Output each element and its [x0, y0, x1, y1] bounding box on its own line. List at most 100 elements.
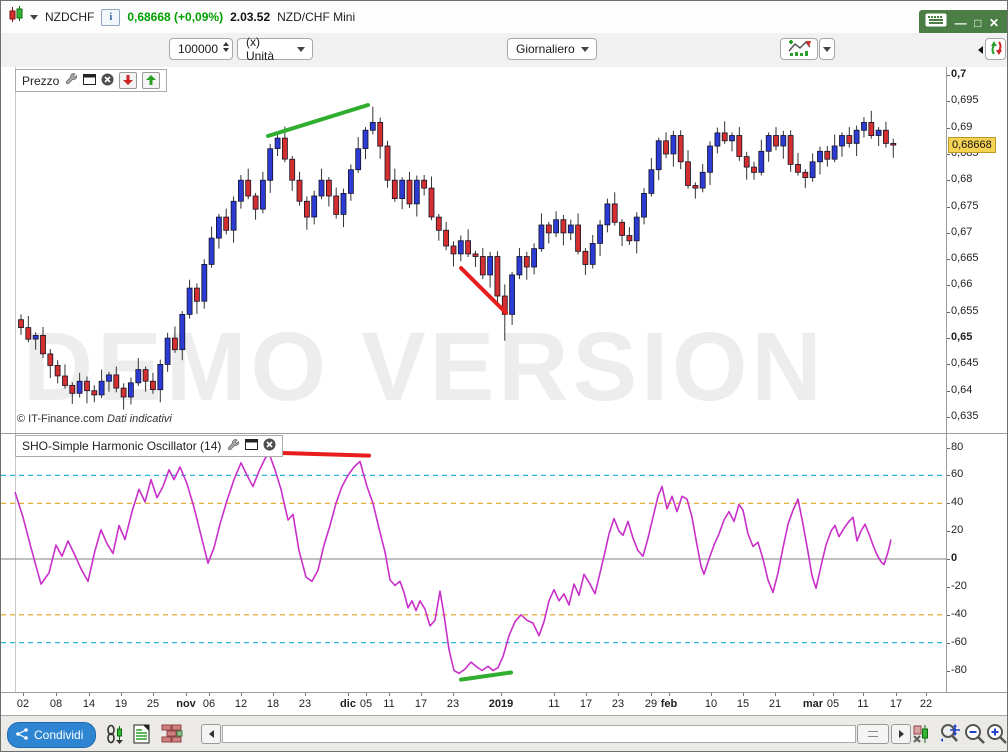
- copyright-note: © IT-Finance.com Dati indicativi: [17, 413, 172, 425]
- time-axis-label: feb: [660, 698, 678, 710]
- time-tick: [389, 693, 390, 696]
- time-tick: [813, 693, 814, 696]
- time-tick: [186, 693, 187, 696]
- price-axis-label: 0,66: [951, 278, 973, 290]
- time-tick: [348, 693, 349, 696]
- oscillator-axis-label: -80: [951, 664, 967, 676]
- time-tick: [896, 693, 897, 696]
- zoom-in-icon[interactable]: [985, 722, 1007, 746]
- price-tick: [946, 207, 950, 208]
- unit-select[interactable]: (x) Unità: [237, 35, 313, 63]
- keyboard-icon[interactable]: [925, 13, 947, 32]
- time-axis-label: 17: [579, 698, 593, 710]
- zoom-fit-icon[interactable]: [937, 722, 961, 746]
- time-axis-label: 22: [919, 698, 933, 710]
- chevron-down-icon: [823, 46, 831, 52]
- time-axis-label: 06: [202, 698, 216, 710]
- close-icon[interactable]: [263, 438, 276, 454]
- oscillator-axis-label: 20: [951, 524, 964, 536]
- oscillator-tick: [946, 448, 950, 449]
- oscillator-tick: [946, 587, 950, 588]
- oscillator-axis-label: 80: [951, 441, 964, 453]
- bricks-icon[interactable]: [161, 723, 183, 745]
- chart-area: DEMO VERSION Prezzo SHO-Simple Harmonic: [1, 67, 1007, 716]
- time-axis-label: 23: [298, 698, 312, 710]
- share-button[interactable]: Condividi: [7, 722, 97, 748]
- time-axis-label: 19: [114, 698, 128, 710]
- quantity-stepper[interactable]: [223, 42, 229, 52]
- time-tick: [209, 693, 210, 696]
- scroll-left-button[interactable]: [201, 724, 221, 744]
- minimize-icon[interactable]: —: [954, 15, 967, 30]
- current-price-tag: 0,68668: [948, 137, 996, 153]
- time-tick: [153, 693, 154, 696]
- timeframe-select[interactable]: Giornaliero: [507, 38, 597, 60]
- oscillator-tick: [946, 615, 950, 616]
- time-axis-label: 15: [736, 698, 750, 710]
- wrench-icon[interactable]: [226, 438, 240, 454]
- oscillator-axis-label: -60: [951, 636, 967, 648]
- price-tick: [946, 285, 950, 286]
- scrollbar-thumb[interactable]: [857, 724, 889, 744]
- price-axis-label: 0,645: [951, 357, 979, 369]
- zoom-out-icon[interactable]: [963, 722, 987, 746]
- demo-watermark: DEMO VERSION: [23, 312, 826, 421]
- arrow-left-icon: [208, 730, 214, 738]
- time-tick: [554, 693, 555, 696]
- scrollbar[interactable]: [201, 724, 911, 744]
- price-tick: [946, 391, 950, 392]
- time-tick: [586, 693, 587, 696]
- window-icon[interactable]: [245, 439, 259, 453]
- price-change: 0,68668 (+0,09%): [127, 10, 224, 24]
- oscillator-axis-label: 0: [951, 552, 958, 564]
- maximize-icon[interactable]: □: [974, 15, 982, 30]
- instrument-name: NZD/CHF Mini: [277, 10, 356, 24]
- time-axis-label: 02: [16, 698, 30, 710]
- collapse-panel-icon[interactable]: [978, 46, 983, 54]
- chart-style-button[interactable]: [780, 38, 818, 60]
- quantity-value: 100000: [177, 42, 218, 56]
- oscillator-tick: [946, 503, 950, 504]
- price-axis-label: 0,635: [951, 410, 979, 422]
- window-icon[interactable]: [83, 73, 97, 88]
- sell-arrow-icon[interactable]: [119, 72, 138, 89]
- symbol-dropdown-icon[interactable]: [30, 14, 38, 20]
- time-axis-label: 23: [611, 698, 625, 710]
- candlestick-symbol-icon: [9, 6, 23, 28]
- buy-arrow-icon[interactable]: [142, 72, 161, 89]
- time-axis-label: 05: [359, 698, 373, 710]
- wrench-chart-icon[interactable]: [909, 722, 933, 746]
- refresh-data-button[interactable]: [985, 38, 1006, 60]
- chart-style-dropdown[interactable]: [819, 38, 835, 60]
- time-tick: [241, 693, 242, 696]
- price-axis-label: 0,69: [951, 121, 973, 133]
- time-tick: [651, 693, 652, 696]
- time-tick: [501, 693, 502, 696]
- time-axis-label: 2019: [488, 698, 514, 710]
- price-axis-label: 0,65: [951, 331, 973, 343]
- time-tick: [926, 693, 927, 696]
- price-tick: [946, 259, 950, 260]
- time-axis-label: 08: [49, 698, 63, 710]
- oscillator-chart[interactable]: [1, 433, 946, 692]
- bottom-toolbar: Condividi: [1, 715, 1007, 751]
- window-controls: — □ ✕: [919, 10, 1007, 35]
- close-icon[interactable]: [101, 73, 114, 89]
- time-tick: [366, 693, 367, 696]
- panel-separator[interactable]: [1, 433, 1007, 434]
- chevron-down-icon: [297, 47, 305, 52]
- time-tick: [305, 693, 306, 696]
- news-icon[interactable]: [131, 723, 153, 745]
- scrollbar-track[interactable]: [222, 725, 856, 743]
- scroll-right-button[interactable]: [891, 724, 911, 744]
- close-icon[interactable]: ✕: [988, 15, 999, 30]
- quantity-input[interactable]: 100000: [169, 38, 233, 60]
- price-chart[interactable]: [1, 67, 946, 433]
- info-button[interactable]: i: [101, 8, 121, 26]
- symbol-label: NZDCHF: [45, 10, 95, 24]
- time-axis-label: dic: [340, 698, 356, 710]
- wrench-icon[interactable]: [64, 73, 78, 88]
- link-chart-icon[interactable]: [105, 723, 127, 745]
- oscillator-panel-title: SHO-Simple Harmonic Oscillator (14): [22, 439, 222, 453]
- time-axis-label: 11: [857, 698, 869, 710]
